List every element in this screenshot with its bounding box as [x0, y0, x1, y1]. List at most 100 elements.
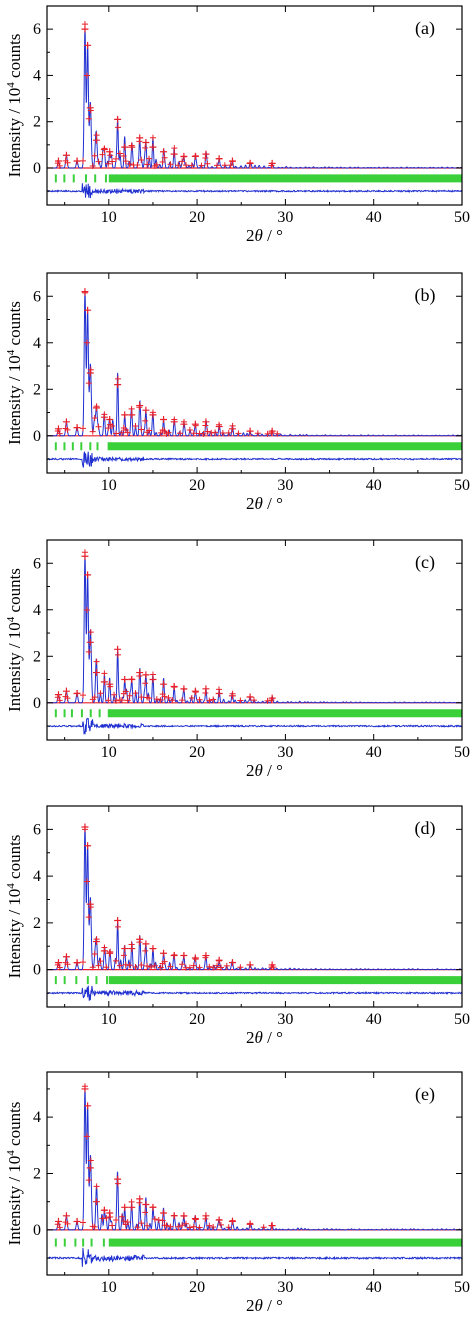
observed-peak: [81, 552, 89, 560]
observed-point: [56, 964, 63, 971]
y-tick-label: 0: [33, 428, 41, 445]
y-tick-label: 2: [33, 648, 41, 665]
panel-b: 10 20 30 40 50 0 2 4 6 (b) 2θ / ° Intensity / 104 c…: [5, 272, 470, 513]
observed-point: [118, 1213, 125, 1220]
observed-peak: [191, 420, 199, 428]
observed-point: [85, 648, 92, 655]
observed-peak: [84, 1102, 92, 1110]
observed-peak: [215, 956, 223, 964]
observed-peak: [114, 917, 122, 925]
x-tick-label: 50: [454, 477, 470, 494]
observed-point: [124, 1218, 131, 1225]
panel-c: 10 20 30 40 50 0 2 4 6 (c) 2θ / ° Intensity / 104 c…: [5, 539, 470, 780]
observed-point: [80, 425, 87, 432]
observed-point: [188, 162, 195, 169]
observed-point: [138, 1220, 145, 1227]
reflection-markers: [54, 442, 463, 451]
observed-peak: [92, 404, 100, 412]
observed-peak: [228, 425, 236, 433]
calculated-profile: [47, 826, 462, 971]
observed-point: [83, 878, 90, 885]
observed-peak: [121, 143, 129, 151]
observed-peak: [180, 685, 188, 693]
observed-point: [114, 124, 121, 131]
observed-point: [225, 429, 232, 436]
observed-peak: [268, 694, 276, 702]
observed-point: [111, 691, 118, 698]
observed-point: [120, 153, 127, 160]
observed-point: [132, 690, 139, 697]
observed-peak: [62, 687, 70, 695]
observed-peak: [100, 413, 108, 421]
observed-point: [161, 154, 168, 161]
observed-peak: [73, 689, 81, 697]
observed-peak: [106, 416, 114, 424]
observed-point: [151, 1216, 158, 1223]
observed-peak: [142, 406, 150, 414]
observed-point: [113, 697, 120, 704]
observed-point: [56, 430, 63, 437]
observed-point: [250, 697, 257, 704]
observed-point: [116, 962, 123, 969]
y-tick-label: 6: [33, 21, 41, 38]
observed-point: [196, 696, 203, 703]
observed-point: [161, 958, 168, 965]
observed-peak: [62, 418, 70, 426]
observed-point: [134, 1224, 141, 1231]
observed-peak: [106, 680, 114, 688]
observed-points: [54, 21, 276, 170]
observed-point: [177, 430, 184, 437]
observed-point: [56, 1224, 63, 1231]
observed-peak: [92, 669, 100, 677]
observed-peak: [149, 143, 157, 151]
observed-point: [142, 417, 149, 424]
observed-peak: [86, 900, 94, 908]
panel-e: 10 20 30 40 50 0 2 4 (e) 2θ / ° Intensity / 104 co…: [5, 1071, 470, 1315]
calculated-profile: [47, 291, 463, 437]
reflection-markers: [54, 1238, 463, 1247]
observed-point: [116, 150, 123, 157]
calculated-profile: [47, 28, 463, 169]
reflection-band: [108, 1238, 463, 1247]
observed-peak: [128, 945, 136, 953]
observed-point: [114, 375, 121, 382]
observed-point: [134, 161, 141, 168]
observed-peak: [191, 954, 199, 962]
observed-point: [80, 1219, 87, 1226]
observed-point: [254, 430, 261, 437]
calculated-profile: [47, 555, 462, 704]
observed-peak: [202, 685, 210, 693]
observed-point: [120, 1218, 127, 1225]
observed-peak: [84, 571, 92, 579]
panel-label: (d): [415, 818, 436, 839]
observed-point: [264, 430, 271, 437]
y-axis-title: Intensity / 104 counts: [5, 301, 24, 445]
observed-peak: [100, 678, 108, 686]
observed-point: [153, 696, 160, 703]
y-tick-label: 0: [33, 160, 41, 177]
y-tick-label: 4: [33, 67, 41, 84]
observed-points: [54, 549, 276, 704]
observed-peak: [128, 676, 136, 684]
observed-peak: [100, 145, 108, 153]
observed-peak: [106, 949, 114, 957]
observed-point: [167, 963, 174, 970]
observed-point: [91, 152, 98, 159]
observed-peak: [246, 159, 254, 167]
observed-point: [126, 692, 133, 699]
observed-point: [142, 680, 149, 687]
x-tick-label: 20: [189, 744, 205, 761]
observed-point: [186, 426, 193, 433]
observed-point: [109, 158, 116, 165]
observed-peak: [142, 1201, 150, 1209]
observed-peak: [170, 952, 178, 960]
observed-peak: [136, 669, 144, 677]
observed-point: [200, 430, 207, 437]
observed-point: [85, 1177, 92, 1184]
y-tick-label: 0: [33, 1222, 41, 1239]
observed-point: [214, 162, 221, 169]
observed-peak: [268, 159, 276, 167]
observed-point: [114, 651, 121, 658]
observed-peak: [202, 952, 210, 960]
observed-point: [95, 962, 102, 969]
